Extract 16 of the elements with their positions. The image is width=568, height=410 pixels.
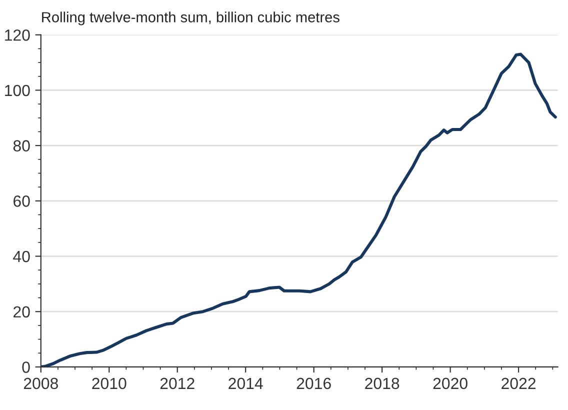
x-tick-label: 2014 <box>228 378 263 390</box>
x-tick-label: 2010 <box>92 378 126 390</box>
y-tick-label: 40 <box>13 250 30 262</box>
x-tick-label: 2008 <box>24 378 58 390</box>
y-tick-label: 120 <box>5 29 30 41</box>
x-tick-label: 2018 <box>365 378 400 390</box>
y-tick-label: 0 <box>22 362 30 373</box>
y-tick-label: 60 <box>14 196 30 207</box>
y-tick-label: 20 <box>14 306 30 318</box>
x-tick-label: 2022 <box>502 378 536 390</box>
chart-subtitle: Rolling twelve-month sum, billion cubic metres <box>42 12 340 26</box>
y-tick-label: 100 <box>5 84 30 96</box>
y-tick-label: 80 <box>13 140 30 152</box>
x-tick-label: 2012 <box>160 378 194 390</box>
x-tick-label: 2020 <box>433 378 468 390</box>
x-tick-label: 2016 <box>296 378 331 390</box>
